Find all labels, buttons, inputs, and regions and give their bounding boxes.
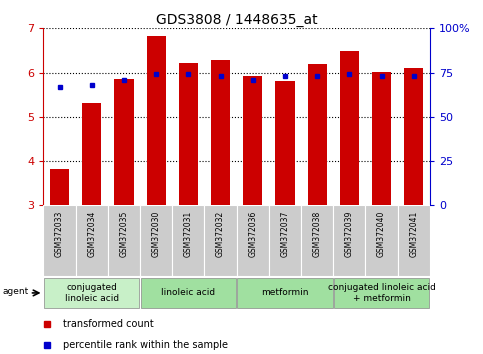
Text: GSM372031: GSM372031 <box>184 211 193 257</box>
Bar <box>50 169 69 205</box>
Bar <box>404 68 424 205</box>
Bar <box>243 76 262 205</box>
Text: metformin: metformin <box>261 289 309 297</box>
Bar <box>140 205 172 276</box>
Bar <box>398 205 430 276</box>
Text: GSM372032: GSM372032 <box>216 211 225 257</box>
Bar <box>44 278 140 308</box>
Bar <box>76 205 108 276</box>
Bar <box>172 205 204 276</box>
Bar <box>211 60 230 205</box>
Text: GSM372037: GSM372037 <box>281 211 289 257</box>
Text: GSM372036: GSM372036 <box>248 211 257 257</box>
Text: GSM372040: GSM372040 <box>377 211 386 257</box>
Bar <box>334 278 429 308</box>
Title: GDS3808 / 1448635_at: GDS3808 / 1448635_at <box>156 13 317 27</box>
Bar <box>141 278 236 308</box>
Bar <box>301 205 333 276</box>
Text: GSM372039: GSM372039 <box>345 211 354 257</box>
Text: GSM372030: GSM372030 <box>152 211 161 257</box>
Bar <box>275 81 295 205</box>
Text: agent: agent <box>2 287 28 296</box>
Bar <box>366 205 398 276</box>
Text: conjugated
linoleic acid: conjugated linoleic acid <box>65 283 119 303</box>
Bar <box>108 205 140 276</box>
Text: GSM372041: GSM372041 <box>409 211 418 257</box>
Bar <box>179 63 198 205</box>
Text: conjugated linoleic acid
+ metformin: conjugated linoleic acid + metformin <box>327 283 436 303</box>
Bar <box>333 205 366 276</box>
Bar <box>237 205 269 276</box>
Bar <box>340 51 359 205</box>
Bar <box>372 72 391 205</box>
Text: linoleic acid: linoleic acid <box>161 289 215 297</box>
Bar <box>237 278 333 308</box>
Text: GSM372033: GSM372033 <box>55 211 64 257</box>
Text: percentile rank within the sample: percentile rank within the sample <box>63 340 228 350</box>
Bar <box>204 205 237 276</box>
Text: GSM372038: GSM372038 <box>313 211 322 257</box>
Bar <box>82 103 101 205</box>
Bar <box>269 205 301 276</box>
Bar <box>114 79 134 205</box>
Bar <box>308 64 327 205</box>
Bar <box>43 205 76 276</box>
Text: GSM372035: GSM372035 <box>119 211 128 257</box>
Bar <box>146 36 166 205</box>
Text: transformed count: transformed count <box>63 319 154 329</box>
Text: GSM372034: GSM372034 <box>87 211 96 257</box>
